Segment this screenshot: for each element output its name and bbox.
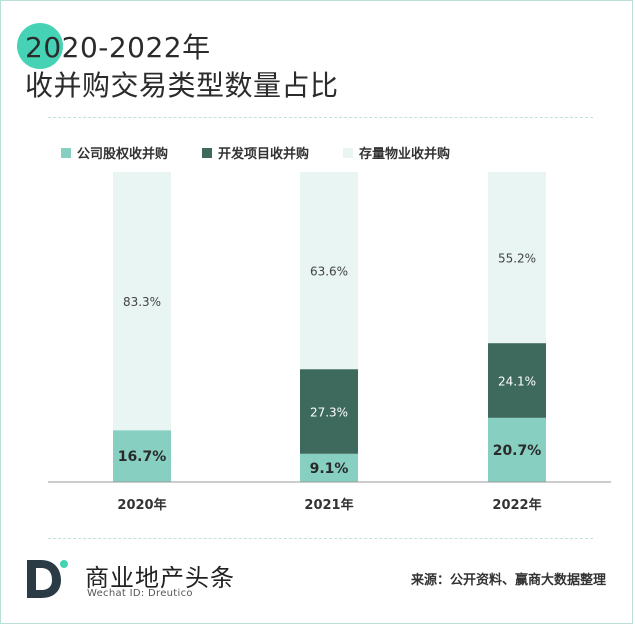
data-label-company-equity-2020年: 16.7% bbox=[118, 449, 167, 465]
brand-wechat-id: Wechat ID: Dreutico bbox=[87, 588, 193, 599]
title-accent-dot bbox=[17, 23, 63, 69]
data-label-development-project-2021年: 27.3% bbox=[310, 405, 348, 419]
legend-swatch-stock-property bbox=[343, 147, 354, 158]
legend-swatch-development-project bbox=[202, 147, 213, 158]
bar-development-project-2022年 bbox=[488, 343, 546, 418]
source-note: 来源：公开资料、赢商大数据整理 bbox=[410, 573, 606, 588]
bar-company-equity-2022年 bbox=[488, 417, 546, 482]
data-label-company-equity-2021年: 9.1% bbox=[310, 461, 349, 477]
bar-stock-property-2020年 bbox=[113, 172, 171, 431]
bar-company-equity-2020年 bbox=[113, 430, 171, 482]
data-label-stock-property-2021年: 63.6% bbox=[310, 265, 348, 279]
legend-label-company-equity: 公司股权收并购 bbox=[77, 147, 169, 162]
data-label-development-project-2022年: 24.1% bbox=[498, 374, 536, 388]
bar-development-project-2021年 bbox=[300, 369, 358, 454]
legend-item-development-project: 开发项目收并购 bbox=[202, 143, 309, 162]
legend-swatch-company-equity bbox=[61, 147, 71, 158]
legend-label-development-project: 开发项目收并购 bbox=[218, 147, 310, 162]
bar-company-equity-2021年 bbox=[300, 453, 358, 482]
bar-stock-property-2021年 bbox=[300, 172, 358, 370]
chart-title: 2020-2022年 收并购交易类型数量占比 bbox=[25, 29, 339, 105]
stacked-bar-chart: 16.7%0.0%83.3%2020年9.1%27.3%63.6%2021年20… bbox=[48, 172, 611, 513]
legend-label-stock-property: 存量物业收并购 bbox=[359, 147, 451, 162]
brand-name: 商业地产头条 bbox=[85, 564, 235, 592]
x-tick-label-2022年: 2022年 bbox=[492, 497, 541, 513]
chart-title-line1: 2020-2022年 bbox=[25, 31, 211, 64]
legend-item-stock-property: 存量物业收并购 bbox=[343, 143, 450, 162]
chart-title-line2: 收并购交易类型数量占比 bbox=[25, 69, 339, 102]
data-label-stock-property-2022年: 55.2% bbox=[498, 252, 536, 266]
bar-stock-property-2022年 bbox=[488, 172, 546, 344]
legend: 公司股权收并购 开发项目收并购 存量物业收并购 bbox=[61, 143, 484, 162]
data-label-stock-property-2020年: 83.3% bbox=[123, 295, 161, 309]
top-divider bbox=[48, 117, 593, 118]
brand-logo-icon bbox=[27, 560, 68, 598]
x-tick-label-2021年: 2021年 bbox=[304, 497, 353, 513]
bottom-divider bbox=[48, 538, 593, 539]
data-label-company-equity-2022年: 20.7% bbox=[493, 443, 542, 459]
legend-item-company-equity: 公司股权收并购 bbox=[61, 143, 168, 162]
x-tick-label-2020年: 2020年 bbox=[117, 497, 166, 513]
